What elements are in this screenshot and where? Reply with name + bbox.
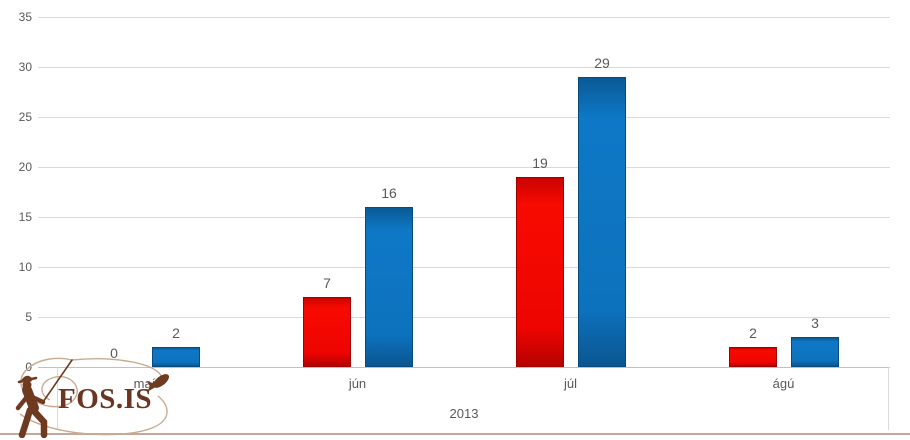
y-tick-label: 20 [18,160,32,174]
y-tick-label: 30 [18,60,32,74]
x-category-label: júl [563,376,577,391]
y-tick-label: 15 [18,210,32,224]
bar [303,297,351,367]
bar-value-label: 0 [110,345,118,361]
y-tick-label: 25 [18,110,32,124]
gridline [38,267,890,268]
bar [729,347,777,367]
bar [152,347,200,367]
x-category-label: jún [348,376,367,391]
x-axis-year-label: 2013 [449,406,479,421]
bar-value-label: 2 [172,325,180,341]
y-tick-label: 35 [18,10,32,24]
fisherman-logo-icon [15,357,170,438]
gridline [38,217,890,218]
fosis-logo[interactable]: FOS.IS [0,356,210,438]
gridline [38,67,890,68]
bar-value-label: 29 [594,55,610,71]
gridline [38,367,890,368]
gridline [38,17,890,18]
bar [578,77,626,367]
fish-icon [147,374,170,392]
y-tick-label: 10 [18,260,32,274]
logo-text: FOS.IS [58,383,153,415]
bar [365,207,413,367]
fisherman-silhouette [15,359,73,438]
bar-value-label: 16 [381,185,397,201]
gridline [38,317,890,318]
gridline [38,167,890,168]
bar-value-label: 2 [749,325,757,341]
bar [791,337,839,367]
bar-value-label: 3 [811,315,819,331]
bar-value-label: 19 [532,155,548,171]
axis-separator [57,367,58,430]
x-category-label: ágú [772,376,795,391]
footer-rule [0,433,910,435]
gridline [38,117,890,118]
axis-separator [888,367,889,430]
bar [516,177,564,367]
bar-value-label: 7 [323,275,331,291]
y-tick-label: 5 [25,310,32,324]
